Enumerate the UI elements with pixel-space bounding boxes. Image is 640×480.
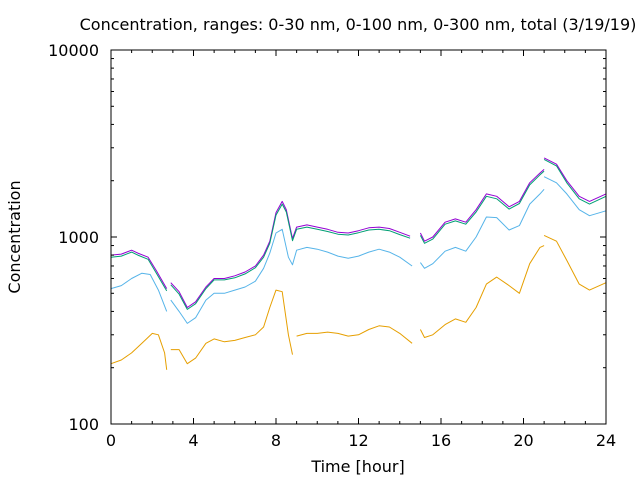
series-line-total (170, 200, 411, 308)
y-tick-label: 10000 (48, 41, 99, 60)
x-tick-label: 8 (271, 431, 281, 450)
series-line-range-0-100 (170, 228, 413, 324)
y-tick-label: 1000 (58, 228, 99, 247)
series-line-total (110, 249, 168, 289)
series-line-range-0-100 (110, 272, 168, 312)
x-tick-label: 0 (106, 431, 116, 450)
series-line-range-0-30 (110, 332, 168, 370)
series-line-range-0-300 (170, 203, 411, 310)
series-line-range-0-300 (110, 251, 168, 292)
x-tick-label: 16 (431, 431, 451, 450)
y-axis: 100 1000 10000 (48, 41, 606, 434)
series-line-range-0-30 (419, 245, 545, 338)
series-line-range-0-100 (419, 188, 545, 269)
x-tick-label: 12 (348, 431, 368, 450)
x-tick-label: 24 (596, 431, 616, 450)
series-line-range-0-30 (170, 289, 293, 365)
y-tick-label: 100 (68, 415, 99, 434)
x-axis: 0 4 8 12 16 20 24 (106, 50, 616, 450)
series-line-range-0-30 (296, 325, 413, 344)
series-line-total (419, 169, 545, 242)
plot-frame (110, 49, 607, 425)
series-line-range-0-30 (543, 234, 607, 291)
x-axis-title: Time [hour] (310, 457, 404, 476)
x-tick-label: 20 (513, 431, 533, 450)
series-layer (110, 157, 607, 370)
series-line-range-0-100 (543, 176, 607, 217)
series-line-range-0-300 (543, 158, 607, 205)
chart-title: Concentration, ranges: 0-30 nm, 0-100 nm… (80, 15, 637, 34)
x-tick-label: 4 (188, 431, 198, 450)
series-line-total (543, 157, 607, 202)
y-axis-title: Concentration (5, 180, 24, 293)
series-line-range-0-300 (419, 170, 545, 244)
